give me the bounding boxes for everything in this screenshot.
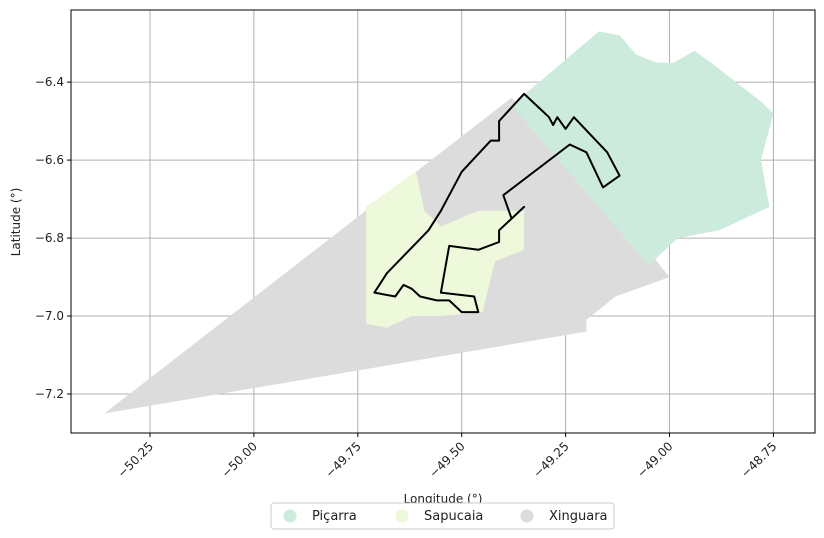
legend-marker-picarra [283, 509, 297, 523]
outline-boundary [373, 92, 621, 314]
y-tick-label-1: −6.6 [35, 153, 64, 167]
y-tick-label-4: −7.2 [35, 387, 64, 401]
legend-label-sapucaia: Sapucaia [424, 509, 483, 524]
y-tick-label-0: −6.4 [35, 75, 64, 89]
legend: Piçarra Sapucaia Xinguara [270, 502, 615, 530]
outline-polygon [373, 92, 621, 314]
y-tick-label-2: −6.8 [35, 231, 64, 245]
legend-marker-sapucaia [395, 509, 409, 523]
x-tick-label-3: −49.50 [427, 439, 468, 480]
y-axis-label: Latitude (°) [9, 188, 23, 257]
x-tick-label-0: −50.25 [115, 439, 156, 480]
x-tick-label-5: −49.00 [634, 439, 675, 480]
plot-frame [70, 9, 816, 434]
x-tick-label-2: −49.75 [323, 439, 364, 480]
regions [104, 31, 774, 414]
legend-label-xinguara: Xinguara [549, 509, 608, 524]
x-tick-label-4: −49.25 [530, 439, 571, 480]
legend-marker-xinguara [520, 509, 534, 523]
x-axis-ticks: −50.25 −50.00 −49.75 −49.50 −49.25 −49.00 −48.… [115, 433, 780, 481]
y-tick-label-3: −7.0 [35, 309, 64, 323]
region-sapucaia [366, 171, 525, 328]
legend-label-picarra: Piçarra [312, 509, 357, 524]
legend-frame [270, 502, 615, 530]
x-tick-label-1: −50.00 [219, 439, 260, 480]
y-axis-ticks: −6.4 −6.6 −6.8 −7.0 −7.2 [35, 75, 71, 401]
x-tick-label-6: −48.75 [738, 439, 779, 480]
region-picarra [511, 31, 774, 266]
